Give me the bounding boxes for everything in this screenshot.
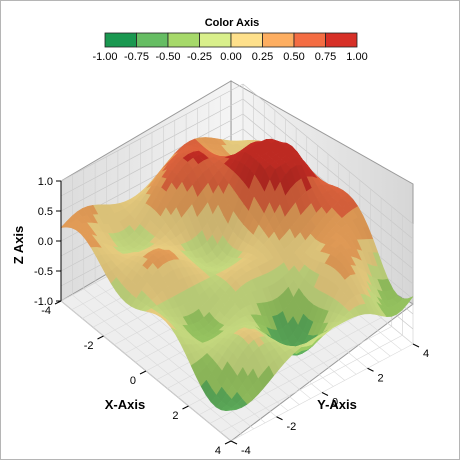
- colorbar-cell: [293, 32, 326, 48]
- colorbar-ticks: -1.00 -0.75 -0.50 -0.25 0.00 0.25 0.50 0.75 1.00: [92, 51, 367, 63]
- colorbar-cell: [262, 32, 295, 48]
- y-tick-label: 2: [378, 372, 384, 384]
- y-tick-label: -4: [241, 445, 251, 457]
- grid-line: [220, 334, 403, 433]
- x-tick-label: 4: [215, 445, 221, 457]
- y-axis-title: Y-Axis: [317, 397, 357, 412]
- x-tick-label: 2: [172, 410, 178, 422]
- colorbar-cell: [325, 32, 358, 48]
- z-axis-title: Z Axis: [11, 226, 26, 265]
- colorbar-cell: [167, 32, 200, 48]
- z-tick-label: 1.0: [38, 176, 53, 188]
- x-axis-title: X-Axis: [105, 397, 145, 412]
- colorbar-tick-label: -0.75: [124, 51, 149, 63]
- colorbar-title: Color Axis: [205, 17, 260, 29]
- x-tick-label: -2: [84, 340, 94, 352]
- y-tick-mark: [230, 440, 238, 445]
- axes-group: -4 -2 0 2 4 -4 -2 0 2 4 1.0 0.5 0.0 -0.5 -1.0: [34, 176, 429, 457]
- surface-mesh: [60, 137, 414, 412]
- z-tick-label: -0.5: [34, 266, 53, 278]
- colorbar-tick-label: 0.50: [283, 51, 304, 63]
- x-tick-mark: [224, 440, 232, 445]
- colorbar-cell: [136, 32, 169, 48]
- colorbar-tick-label: 0.00: [220, 51, 241, 63]
- color-legend: Color Axis -1.00 -0.75 -0.50 -0.25 0.00 0.25 0…: [92, 17, 367, 63]
- colorbar-tick-label: 0.75: [315, 51, 336, 63]
- colorbar-tick-label: 0.25: [252, 51, 273, 63]
- y-tick-label: 0: [332, 397, 338, 409]
- z-tick-label: -1.0: [34, 296, 53, 308]
- colorbar-cell: [230, 32, 263, 48]
- y-tick-label: 4: [423, 348, 429, 360]
- y-tick-mark: [321, 392, 329, 396]
- x-tick-mark: [139, 370, 147, 375]
- z-tick-label: 0.5: [38, 206, 53, 218]
- x-tick-mark: [97, 335, 104, 340]
- colorbar-cells: [104, 32, 358, 48]
- colorbar-tick-label: -0.50: [155, 51, 180, 63]
- z-tick-label: 0.0: [38, 236, 53, 248]
- y-tick-mark: [276, 416, 283, 421]
- colorbar-tick-label: 1.00: [346, 51, 367, 63]
- colorbar-tick-label: -1.00: [92, 51, 117, 63]
- x-tick-label: 0: [130, 375, 136, 387]
- x-tick-label: -4: [41, 305, 51, 317]
- x-tick-mark: [182, 405, 189, 410]
- y-tick-mark: [367, 367, 374, 372]
- colorbar-cell: [199, 32, 232, 48]
- colorbar-tick-label: -0.25: [187, 51, 212, 63]
- y-tick-label: -2: [287, 421, 297, 433]
- colorbar-cell: [104, 32, 137, 48]
- surface-patch: [225, 407, 237, 412]
- y-tick-mark: [412, 343, 420, 348]
